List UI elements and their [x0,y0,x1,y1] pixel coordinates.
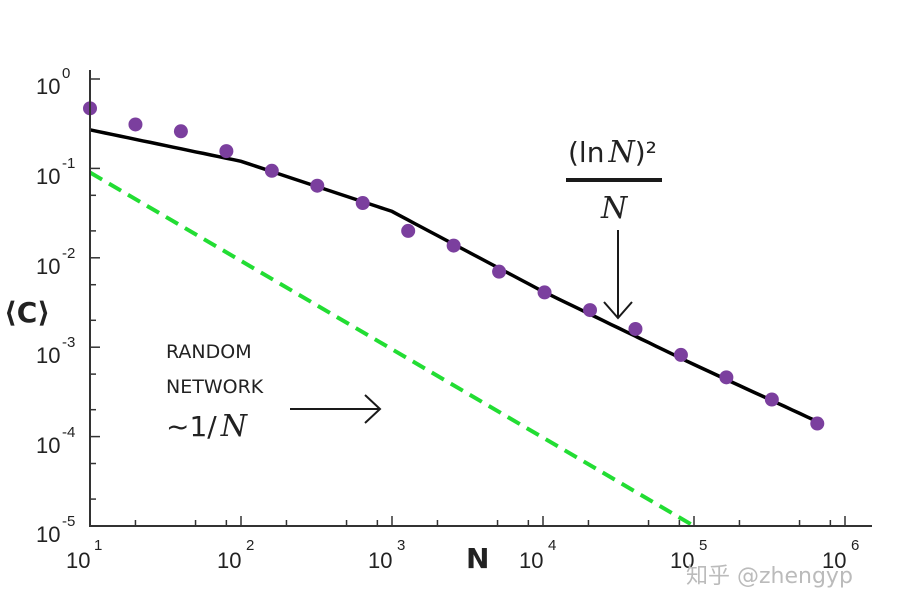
x-tick-label: 10 [519,548,543,573]
data-point [264,163,279,178]
data-point [628,321,643,336]
right-arrow-icon [290,394,382,424]
x-tick-exp: 6 [851,537,859,554]
y-tick-exp: -1 [62,155,75,172]
down-arrow-icon [603,230,633,320]
data-point [673,347,688,362]
y-tick-label: 10 [36,343,60,368]
data-point [764,392,779,407]
random-network-dashed-line [88,170,696,528]
x-tick-label: 10 [66,548,90,573]
x-tick-label: 10 [368,548,392,573]
data-point [310,178,325,193]
y-tick-exp: -3 [62,334,75,351]
y-axis-title: ⟨C⟩ [4,296,50,329]
x-tick-exp: 4 [548,537,556,554]
data-point [173,124,188,139]
random-network-annotation: RANDOM NETWORK ~1/N [166,341,382,444]
data-point [810,416,825,431]
plot-area [83,101,825,528]
y-tick-label: 10 [36,74,60,99]
data-point [537,285,552,300]
y-tick-label: 10 [36,254,60,279]
x-tick-exp: 1 [94,537,102,554]
y-tick-label: 10 [36,522,60,547]
x-tick-labels: 10 1 10 2 10 3 10 4 10 5 10 6 [66,537,859,573]
data-point [219,144,234,159]
data-point [446,238,461,253]
data-point [128,117,143,132]
x-tick-exp: 3 [397,537,405,554]
x-tick-label: 10 [217,548,241,573]
x-tick-label: 10 [822,548,846,573]
random-label-line1: RANDOM [166,341,252,363]
data-point [719,370,734,385]
x-axis-title: N [466,542,489,575]
formula-denominator: N [600,191,629,226]
x-tick-exp: 5 [699,537,707,554]
axis-ticks [89,78,846,527]
x-tick-label: 10 [670,548,694,573]
y-tick-exp: -5 [62,513,75,530]
y-tick-label: 10 [36,433,60,458]
y-tick-labels: 10 0 10 -1 10 -2 10 -3 10 -4 10 -5 [36,65,75,547]
data-point [583,303,598,318]
y-tick-exp: -2 [62,245,75,262]
formula-annotation: (ln N)² N [566,135,662,320]
data-point [401,223,416,238]
data-point [355,196,370,211]
x-tick-exp: 2 [246,537,254,554]
y-tick-label: 10 [36,164,60,189]
y-tick-exp: -4 [62,424,75,441]
random-label-line2: NETWORK [166,376,264,398]
watermark: 知乎 @zhengyp [686,564,853,589]
data-point [492,264,507,279]
random-formula: ~1/N [166,409,249,444]
formula-numerator: (ln N)² [568,135,657,170]
axes [89,70,872,527]
y-tick-exp: 0 [62,65,70,82]
